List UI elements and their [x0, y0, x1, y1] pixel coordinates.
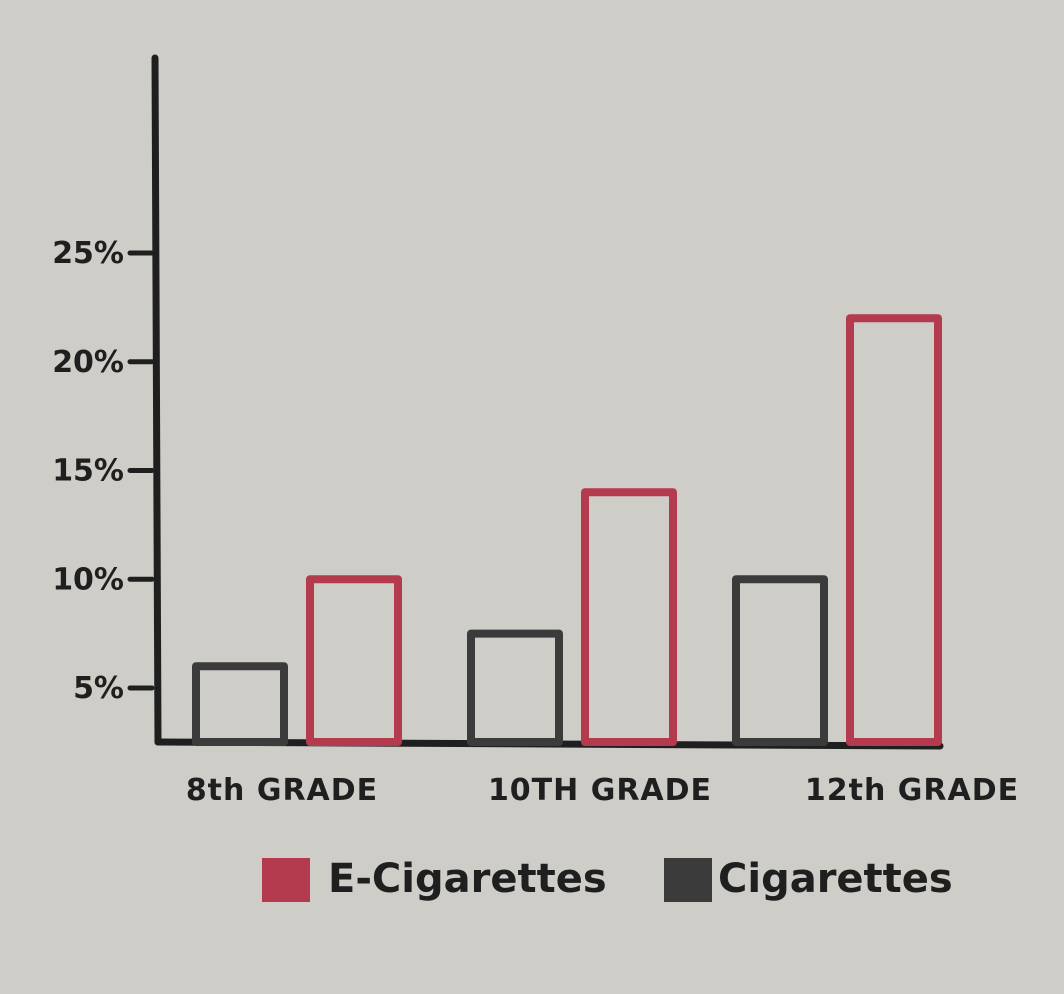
- x-category-label: 10TH GRADE: [488, 773, 712, 808]
- legend-swatch-cigarettes: [664, 858, 712, 902]
- legend-swatch-e-cigarettes: [262, 858, 310, 902]
- legend-label-e-cigarettes: E-Cigarettes: [328, 856, 607, 902]
- e-cigarettes-bar: [581, 488, 677, 746]
- x-category-label: 12th GRADE: [805, 773, 1019, 808]
- y-tick-label: 25%: [52, 236, 124, 271]
- y-tick-label: 20%: [52, 345, 124, 380]
- e-cigarettes-bar: [306, 575, 402, 746]
- y-axis-line: [151, 54, 162, 746]
- cigarettes-bar: [467, 629, 563, 746]
- cigarettes-bar: [192, 662, 288, 746]
- y-tick-label: 10%: [52, 562, 124, 597]
- legend: E-Cigarettes Cigarettes: [262, 856, 953, 902]
- y-tick-label: 5%: [73, 671, 124, 706]
- e-cigarettes-bar: [846, 314, 942, 746]
- category-labels: 8th GRADE 10TH GRADE 12th GRADE: [186, 773, 1019, 808]
- bars: [192, 314, 942, 746]
- cigarettes-bar: [732, 575, 828, 746]
- y-ticks: 5% 10% 15% 20% 25%: [52, 236, 155, 706]
- y-tick-label: 15%: [52, 454, 124, 489]
- x-category-label: 8th GRADE: [186, 773, 378, 808]
- legend-label-cigarettes: Cigarettes: [718, 856, 953, 902]
